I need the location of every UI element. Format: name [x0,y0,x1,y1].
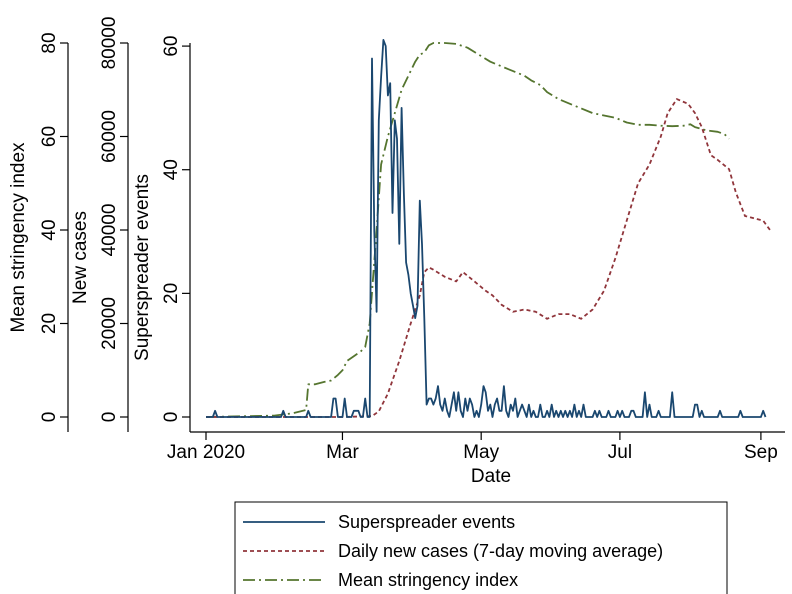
plot-area [205,39,771,418]
legend: Superspreader events Daily new cases (7-d… [234,501,728,594]
cases-axis: 0 20000 40000 60000 80000 New cases [70,17,129,432]
stringency-tick-label: 0 [39,412,60,423]
stringency-tick-label: 60 [39,126,60,147]
cases-tick-label: 0 [99,412,120,423]
events-axis-label: Superspreader events [132,174,153,361]
x-axis-label: Date [471,466,511,487]
cases-tick-label: 80000 [99,17,120,70]
events-tick-label: 40 [161,159,182,180]
stringency-tick-label: 20 [39,313,60,334]
events-tick-label: 60 [161,36,182,57]
series-line-events [206,39,767,418]
stringency-tick-label: 40 [39,219,60,240]
cases-axis-label: New cases [70,211,91,304]
x-tick-label: May [463,442,499,463]
events-axis: 0 20 40 60 Superspreader events [132,36,191,432]
legend-box [234,501,728,594]
x-tick-label: Mar [326,442,359,463]
cases-tick-label: 60000 [99,110,120,163]
legend-label: Superspreader events [338,512,515,532]
legend-label: Daily new cases (7-day moving average) [338,541,663,561]
cases-tick-label: 20000 [99,297,120,350]
stringency-tick-label: 80 [39,32,60,53]
x-tick-label: Sep [744,442,778,463]
series-line-cases [206,98,771,418]
x-tick-label: Jul [608,442,632,463]
cases-tick-label: 40000 [99,204,120,257]
events-tick-label: 20 [161,283,182,304]
x-axis: Jan 2020 Mar May Jul Sep [167,431,785,463]
x-tick-label: Jan 2020 [167,442,245,463]
stringency-axis-label: Mean stringency index [8,142,29,333]
legend-label: Mean stringency index [338,570,518,590]
stringency-axis: 0 20 40 60 80 Mean stringency index [8,32,69,432]
series-line-stringency [205,42,730,418]
events-tick-label: 0 [161,412,182,423]
